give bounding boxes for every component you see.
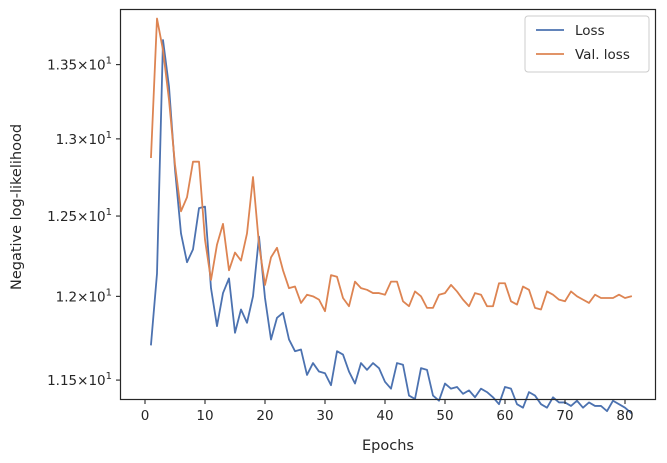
- y-axis-label: Negative log-likelihood: [9, 124, 25, 290]
- y-tick-exponent: 1: [106, 130, 112, 141]
- legend-label-1: Loss: [575, 23, 605, 39]
- y-tick-label: 1.25×101: [47, 207, 112, 225]
- legend-label-2: Val. loss: [575, 47, 630, 63]
- series-line-1: [150, 39, 633, 415]
- x-tick-label: 60: [496, 408, 513, 424]
- y-tick-times: ×: [77, 132, 88, 148]
- x-tick-label: 0: [141, 408, 150, 424]
- y-tick-mantissa: 1.35: [47, 58, 77, 74]
- y-tick-exponent: 1: [106, 287, 112, 298]
- x-tick-label: 50: [436, 408, 453, 424]
- y-tick-times: ×: [77, 209, 88, 225]
- series-layer: [150, 17, 633, 415]
- y-tick-mantissa: 1.2: [56, 289, 77, 305]
- y-tick-times: ×: [77, 373, 88, 389]
- y-tick-base: 10: [88, 132, 105, 148]
- y-tick-mantissa: 1.25: [47, 209, 77, 225]
- y-tick-label: 1.15×101: [47, 371, 112, 389]
- y-tick-label: 1.2×101: [56, 287, 112, 305]
- plot-frame: [119, 8, 657, 401]
- legend: Loss Val. loss: [524, 15, 650, 73]
- y-tick-exponent: 1: [106, 371, 112, 382]
- y-tick-mantissa: 1.3: [56, 132, 77, 148]
- y-tick-times: ×: [77, 289, 88, 305]
- y-tick-base: 10: [88, 289, 105, 305]
- y-tick-mantissa: 1.15: [47, 373, 77, 389]
- x-tick-label: 20: [256, 408, 273, 424]
- y-tick-times: ×: [77, 58, 88, 74]
- x-axis-label: Epochs: [362, 438, 414, 454]
- y-tick-base: 10: [88, 209, 105, 225]
- x-tick-label: 30: [316, 408, 333, 424]
- y-tick-base: 10: [88, 58, 105, 74]
- x-tick-label: 80: [616, 408, 633, 424]
- y-tick-exponent: 1: [106, 207, 112, 218]
- y-tick-label: 1.35×101: [47, 56, 112, 74]
- y-tick-exponent: 1: [106, 56, 112, 67]
- x-tick-label: 70: [556, 408, 573, 424]
- x-tick-label: 40: [376, 408, 393, 424]
- series-line-2: [150, 17, 633, 313]
- y-tick-base: 10: [88, 373, 105, 389]
- x-tick-label: 10: [196, 408, 213, 424]
- y-tick-label: 1.3×101: [56, 130, 112, 148]
- x-axis-ticks: 0 10 20 30 40 50 60 70 80: [141, 399, 634, 424]
